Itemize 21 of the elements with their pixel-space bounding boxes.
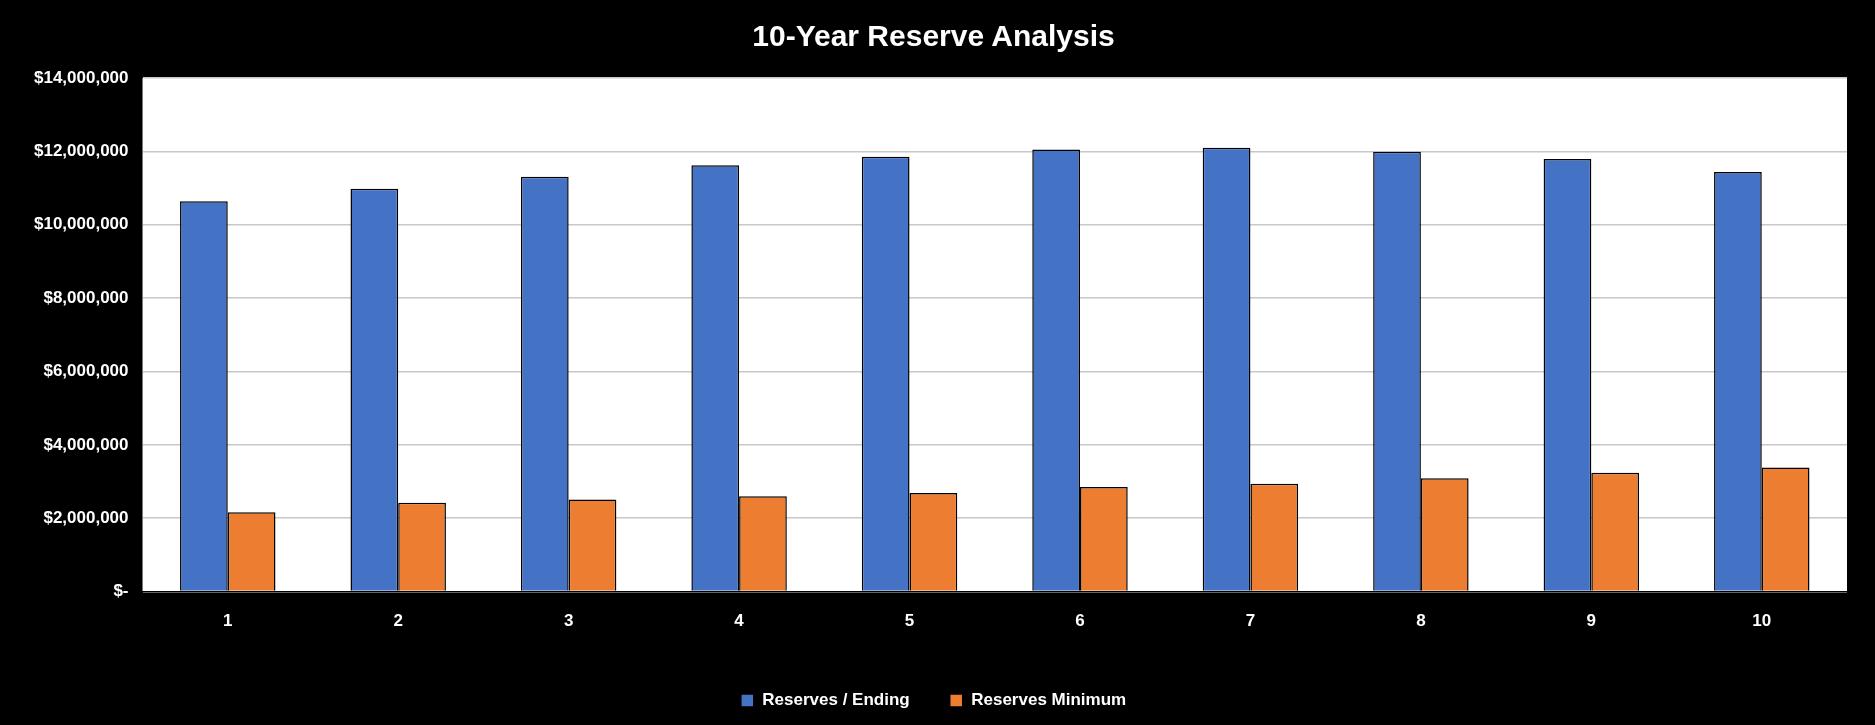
y-tick-label: $12,000,000 [33,141,129,161]
y-tick-label: $2,000,000 [43,507,129,527]
x-tick-label: 3 [563,611,574,631]
x-tick-label: 9 [1586,611,1597,631]
x-tick-label: 10 [1752,611,1772,631]
x-tick-label: 2 [393,611,403,631]
x-tick-label: 4 [734,611,745,631]
legend-label: Reserves / Ending [762,690,910,710]
x-tick-label: 1 [223,611,233,631]
y-tick-label: $- [113,581,129,601]
x-tick-label: 8 [1416,611,1426,631]
legend-label: Reserves Minimum [971,690,1127,710]
y-tick-label: $8,000,000 [43,287,129,307]
x-tick-label: 5 [904,611,915,631]
y-tick-label: $6,000,000 [43,361,129,381]
y-tick-label: $10,000,000 [33,214,129,234]
chart-title: 10-Year Reserve Analysis [752,19,1115,53]
x-tick-label: 7 [1245,611,1256,631]
y-tick-label: $4,000,000 [43,434,129,454]
x-tick-label: 6 [1075,611,1085,631]
y-tick-label: $14,000,000 [33,67,129,87]
